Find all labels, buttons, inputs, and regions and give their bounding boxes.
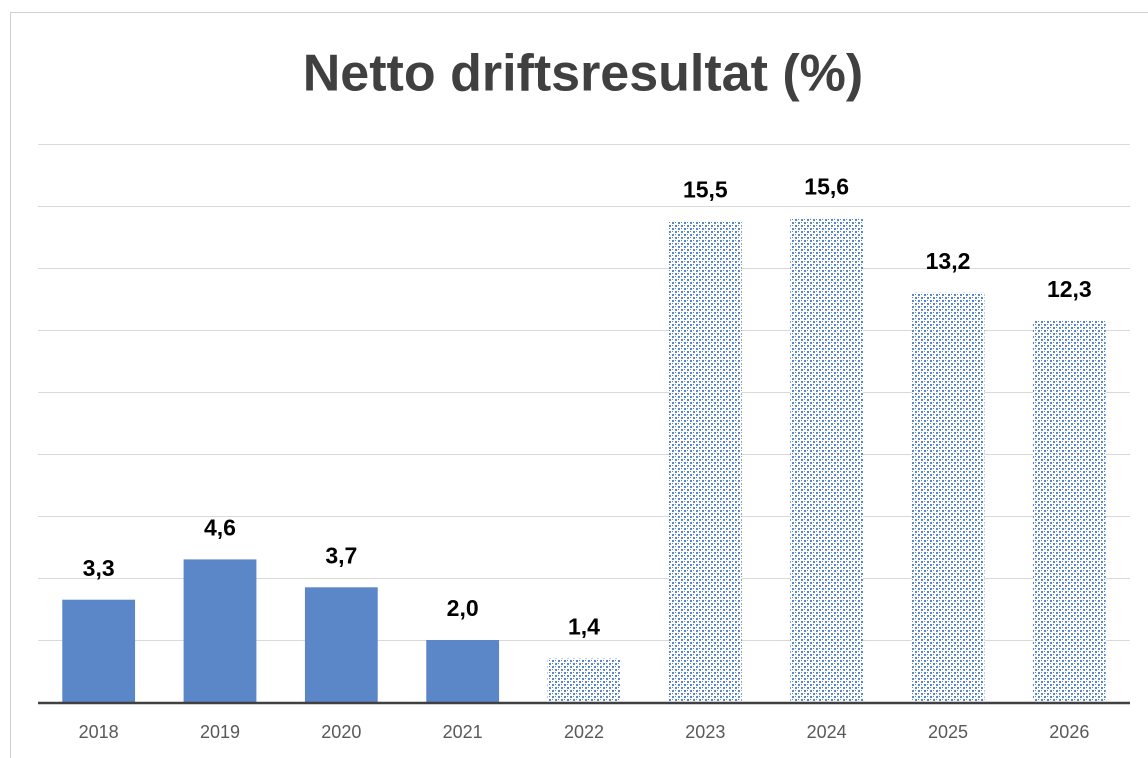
data-label: 12,3	[1047, 276, 1092, 302]
x-tick-label: 2019	[200, 722, 240, 742]
x-tick-label: 2023	[685, 722, 725, 742]
bar	[62, 599, 136, 702]
x-tick-label: 2022	[564, 722, 604, 742]
data-label: 3,7	[325, 542, 357, 568]
x-tick-label: 2020	[321, 722, 361, 742]
x-tick-label: 2024	[807, 722, 847, 742]
chart-border	[10, 12, 1148, 758]
x-tick-label: 2026	[1049, 722, 1089, 742]
bar	[668, 221, 742, 702]
data-label: 15,5	[683, 177, 728, 203]
data-label: 3,3	[83, 555, 115, 581]
bar	[1032, 320, 1106, 702]
bar	[183, 559, 257, 702]
data-label: 4,6	[204, 514, 236, 540]
chart-title: Netto driftsresultat (%)	[303, 45, 863, 103]
x-tick-label: 2018	[79, 722, 119, 742]
bar	[790, 218, 864, 702]
bar	[426, 640, 500, 702]
bar	[304, 587, 378, 702]
data-label: 15,6	[804, 173, 849, 199]
bar	[547, 658, 621, 702]
bar	[911, 292, 985, 702]
data-label: 2,0	[447, 595, 479, 621]
data-label: 13,2	[926, 248, 971, 274]
x-tick-label: 2021	[443, 722, 483, 742]
data-label: 1,4	[568, 614, 600, 640]
x-tick-label: 2025	[928, 722, 968, 742]
